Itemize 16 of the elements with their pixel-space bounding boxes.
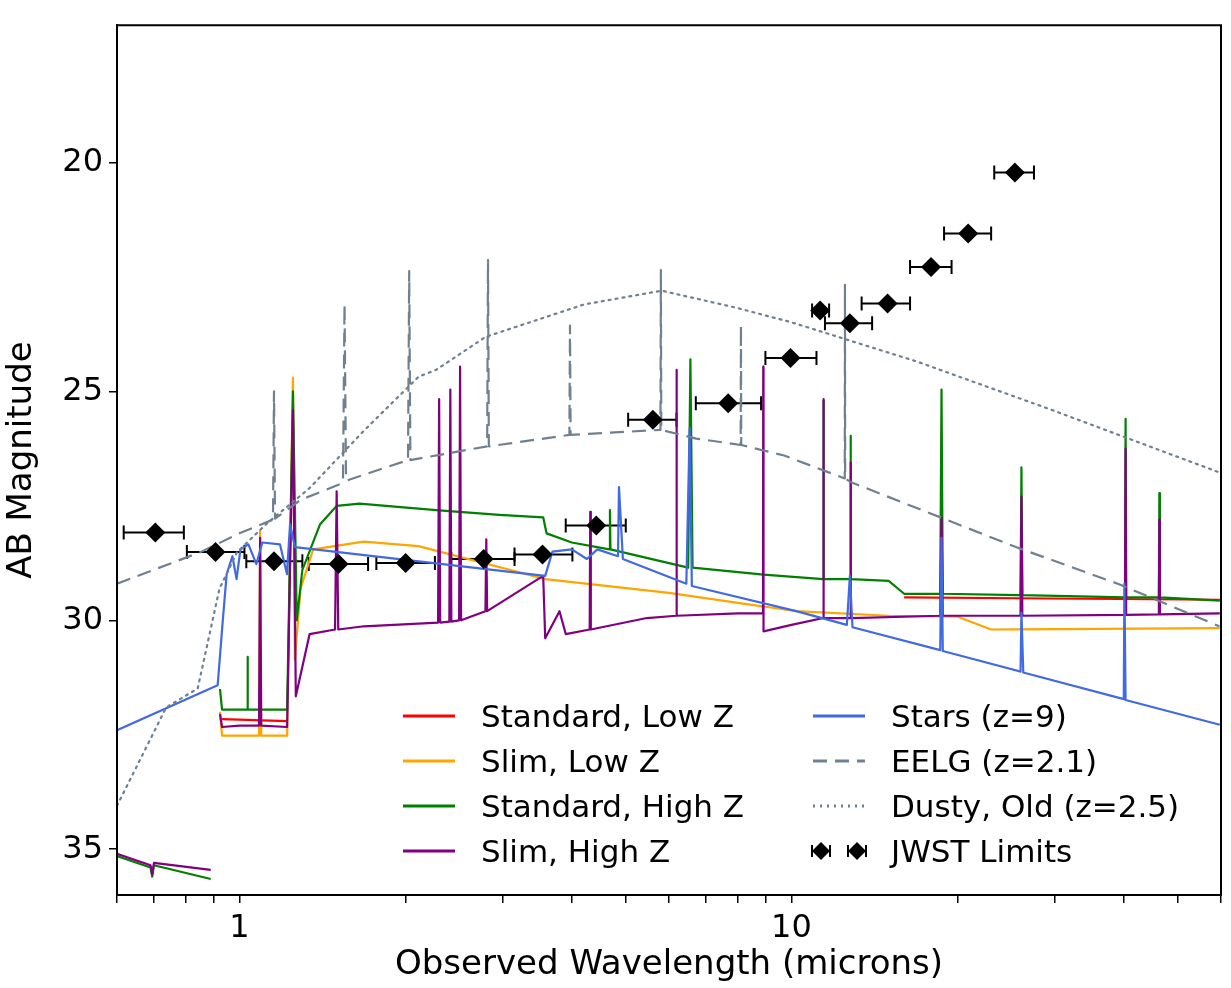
legend-label: Stars (z=9) xyxy=(891,697,1067,734)
legend-label: JWST Limits xyxy=(891,832,1073,869)
y-tick-label: 30 xyxy=(62,598,103,637)
legend-label: Standard, High Z xyxy=(481,787,745,824)
legend-label: EELG (z=2.1) xyxy=(891,742,1098,779)
x-tick-label: 1 xyxy=(229,906,250,945)
legend-label: Dusty, Old (z=2.5) xyxy=(891,787,1180,824)
y-tick-label: 25 xyxy=(62,369,103,408)
x-tick-label: 10 xyxy=(771,906,812,945)
y-tick-label: 20 xyxy=(62,140,103,179)
y-tick-label: 35 xyxy=(62,827,103,866)
legend-label: Slim, Low Z xyxy=(481,742,660,779)
x-axis-title: Observed Wavelength (microns) xyxy=(395,942,943,983)
legend-label: Standard, Low Z xyxy=(481,697,734,734)
legend-label: Slim, High Z xyxy=(481,832,671,869)
y-axis-title: AB Magnitude xyxy=(0,341,40,579)
